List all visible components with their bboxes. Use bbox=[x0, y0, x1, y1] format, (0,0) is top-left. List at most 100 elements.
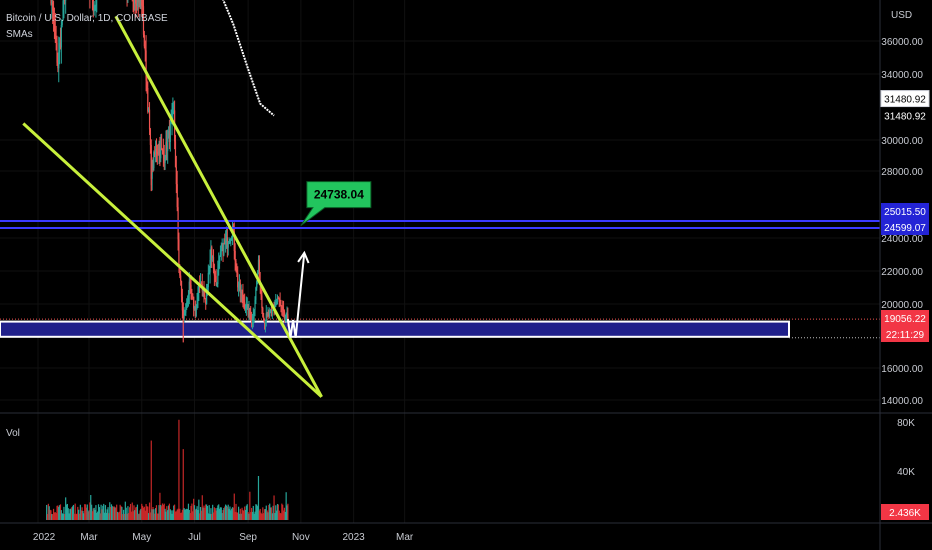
target-callout[interactable] bbox=[300, 181, 372, 227]
candle-body bbox=[161, 147, 163, 150]
volume-bar bbox=[167, 505, 170, 520]
volume-bar bbox=[88, 510, 90, 520]
volume-bar bbox=[186, 509, 189, 520]
volume-bar bbox=[231, 508, 233, 520]
volume-bar bbox=[238, 513, 241, 520]
candle-body bbox=[277, 298, 279, 300]
volume-bar bbox=[94, 509, 96, 520]
volume-bar bbox=[137, 514, 139, 520]
candle-body bbox=[168, 130, 171, 142]
candle-body bbox=[219, 251, 222, 257]
time-tick-label: 2022 bbox=[33, 532, 56, 543]
volume-bar bbox=[266, 510, 268, 520]
candle-body bbox=[245, 304, 247, 309]
volume-bar bbox=[84, 504, 86, 520]
volume-bar bbox=[246, 504, 248, 520]
volume-bar bbox=[91, 504, 93, 520]
candle-body bbox=[258, 259, 260, 281]
candle-body bbox=[60, 24, 62, 48]
volume-bar bbox=[263, 509, 266, 520]
candle-body bbox=[211, 247, 213, 258]
volume-bar bbox=[195, 508, 197, 520]
volume-bar bbox=[180, 512, 183, 520]
volume-bar bbox=[239, 508, 241, 520]
candle-body bbox=[93, 10, 95, 12]
volume-bar bbox=[209, 513, 211, 520]
candle-body bbox=[204, 295, 206, 300]
candle-body bbox=[221, 243, 223, 249]
time-tick-label: 2023 bbox=[342, 532, 365, 543]
volume-bar bbox=[58, 506, 60, 520]
volume-bar bbox=[72, 504, 75, 520]
volume-bar bbox=[89, 502, 91, 520]
time-tick-label: Mar bbox=[396, 532, 414, 543]
price-tick-label: 20000.00 bbox=[881, 300, 923, 311]
volume-bar bbox=[138, 513, 140, 520]
candle-body bbox=[55, 38, 57, 43]
volume-bar bbox=[256, 504, 258, 520]
volume-bar bbox=[178, 419, 180, 520]
volume-bar bbox=[156, 513, 158, 520]
volume-bar bbox=[182, 449, 184, 520]
volume-bar bbox=[159, 492, 161, 520]
candle-body bbox=[167, 138, 169, 151]
volume-bar bbox=[140, 508, 142, 520]
candle-body bbox=[161, 149, 164, 151]
candle-body bbox=[193, 306, 196, 309]
volume-bar bbox=[193, 498, 195, 520]
volume-bar bbox=[277, 504, 279, 520]
volume-bar bbox=[122, 509, 125, 520]
volume-bar bbox=[212, 512, 215, 520]
volume-bar bbox=[84, 504, 87, 520]
volume-bar bbox=[170, 510, 172, 520]
volume-bar bbox=[117, 512, 120, 520]
candle-body bbox=[248, 308, 250, 315]
volume-bar bbox=[110, 504, 113, 520]
volume-bar bbox=[265, 505, 267, 520]
candle-body bbox=[190, 285, 192, 293]
volume-bar bbox=[78, 509, 80, 520]
candle-body bbox=[95, 0, 97, 6]
volume-bar bbox=[211, 514, 213, 520]
candle-body bbox=[151, 160, 153, 179]
projection-path[interactable] bbox=[286, 252, 306, 338]
volume-bar bbox=[208, 505, 210, 520]
candle-body bbox=[241, 292, 243, 294]
candle-body bbox=[147, 87, 149, 112]
candle-body bbox=[179, 266, 181, 276]
indicator-label[interactable]: SMAs bbox=[6, 29, 33, 40]
candle-body bbox=[56, 42, 58, 63]
volume-bar bbox=[60, 510, 62, 520]
candle-body bbox=[214, 275, 216, 277]
volume-bar bbox=[148, 502, 151, 520]
candle-body bbox=[171, 113, 173, 121]
candle-body bbox=[62, 1, 64, 21]
volume-bar bbox=[110, 507, 112, 520]
candle-body bbox=[169, 123, 171, 142]
volume-bar bbox=[225, 504, 227, 520]
volume-bar bbox=[267, 512, 269, 520]
volume-bar bbox=[67, 508, 69, 520]
candle-body bbox=[284, 318, 286, 320]
volume-bar bbox=[185, 509, 187, 520]
candle-body bbox=[197, 292, 199, 301]
candle-body bbox=[163, 154, 165, 163]
price-tag-bg bbox=[880, 90, 930, 108]
volume-bar bbox=[130, 511, 132, 520]
volume-bar bbox=[179, 508, 181, 520]
candle-body bbox=[212, 257, 215, 269]
volume-bar bbox=[252, 505, 254, 520]
volume-bar bbox=[248, 513, 250, 520]
volume-bar bbox=[71, 507, 73, 520]
price-tick-label: 36000.00 bbox=[881, 37, 923, 48]
trendline-upper[interactable] bbox=[114, 15, 323, 398]
candle-body bbox=[275, 303, 277, 307]
candle-body bbox=[165, 141, 167, 159]
candle-body bbox=[215, 276, 217, 286]
trendline-lower[interactable] bbox=[22, 122, 323, 398]
volume-bar bbox=[226, 506, 228, 520]
volume-bar bbox=[213, 507, 215, 520]
price-tag-label: 22:11:29 bbox=[886, 330, 925, 341]
volume-bar bbox=[271, 513, 273, 520]
